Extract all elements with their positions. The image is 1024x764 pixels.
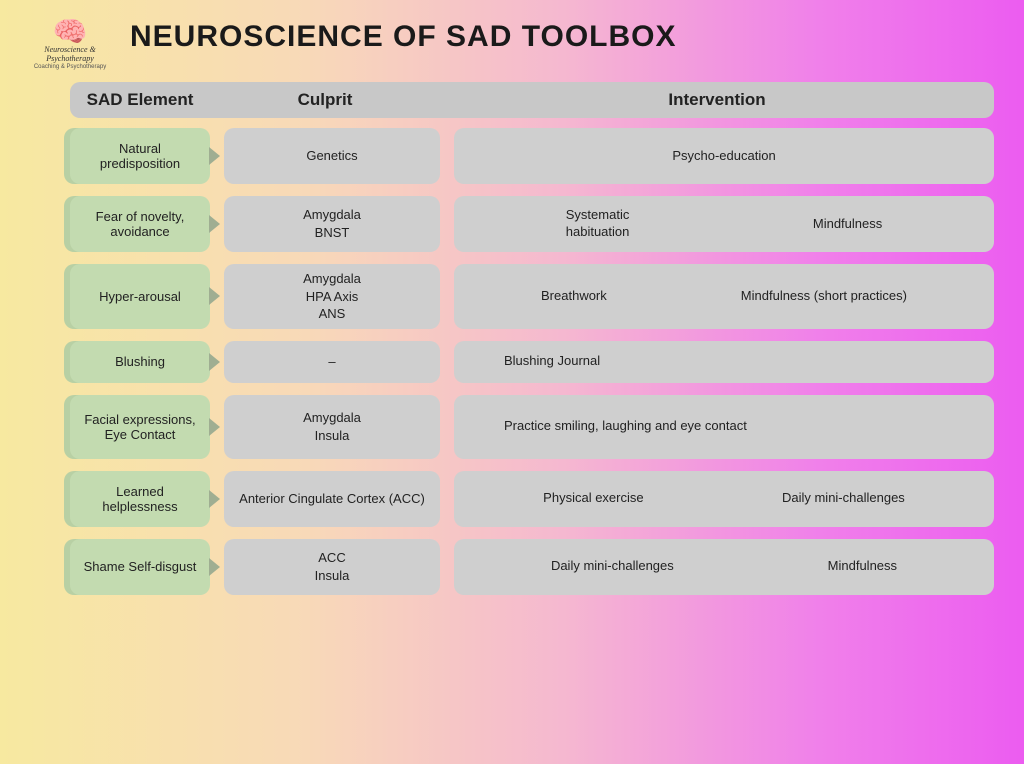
intervention-cell: Physical exercise Daily mini-challenges bbox=[454, 471, 994, 527]
intervention-item: Daily mini-challenges bbox=[551, 558, 674, 575]
element-cell: Shame Self-disgust bbox=[70, 539, 210, 595]
element-cell: Hyper-arousal bbox=[70, 264, 210, 329]
intervention-item: Psycho-education bbox=[672, 148, 775, 165]
header: 🧠 Neuroscience & Psychotherapy Coaching … bbox=[30, 18, 994, 70]
intervention-item: Breathwork bbox=[541, 288, 607, 305]
element-cell: Facial expressions, Eye Contact bbox=[70, 395, 210, 459]
element-cell: Blushing bbox=[70, 341, 210, 383]
intervention-item: Practice smiling, laughing and eye conta… bbox=[504, 418, 747, 435]
page-title: NEUROSCIENCE OF SAD TOOLBOX bbox=[130, 20, 677, 54]
intervention-item: Mindfulness bbox=[828, 558, 897, 575]
logo-tagline: Coaching & Psychotherapy bbox=[30, 64, 110, 70]
table-row: Blushing – Blushing Journal bbox=[70, 341, 994, 383]
culprit-cell: – bbox=[224, 341, 440, 383]
intervention-item: Daily mini-challenges bbox=[782, 490, 905, 507]
culprit-item: BNST bbox=[315, 224, 350, 242]
intervention-cell: Practice smiling, laughing and eye conta… bbox=[454, 395, 994, 459]
culprit-item: ACC bbox=[318, 549, 345, 567]
intervention-cell: Breathwork Mindfulness (short practices) bbox=[454, 264, 994, 329]
logo: 🧠 Neuroscience & Psychotherapy Coaching … bbox=[30, 18, 110, 70]
culprit-item: Insula bbox=[315, 567, 350, 585]
table-row: Natural predisposition Genetics Psycho-edu… bbox=[70, 128, 994, 184]
culprit-cell: AmygdalaHPA AxisANS bbox=[224, 264, 440, 329]
culprit-cell: ACCInsula bbox=[224, 539, 440, 595]
table-row: Learned helplessness Anterior Cingulate C… bbox=[70, 471, 994, 527]
culprit-item: Amygdala bbox=[303, 409, 361, 427]
culprit-item: HPA Axis bbox=[306, 288, 359, 306]
culprit-item: – bbox=[328, 353, 335, 371]
culprit-cell: Anterior Cingulate Cortex (ACC) bbox=[224, 471, 440, 527]
culprit-item: Genetics bbox=[306, 147, 357, 165]
intervention-cell: Psycho-education bbox=[454, 128, 994, 184]
element-cell: Learned helplessness bbox=[70, 471, 210, 527]
logo-name: Neuroscience & Psychotherapy bbox=[30, 46, 110, 64]
table-row: Hyper-arousalAmygdalaHPA AxisANSBreathwo… bbox=[70, 264, 994, 329]
culprit-item: ANS bbox=[319, 305, 346, 323]
culprit-item: Amygdala bbox=[303, 206, 361, 224]
intervention-cell: Daily mini-challenges Mindfulness bbox=[454, 539, 994, 595]
brain-icon: 🧠 bbox=[30, 18, 110, 46]
intervention-item: Physical exercise bbox=[543, 490, 643, 507]
table-row: Facial expressions, Eye ContactAmygdalaI… bbox=[70, 395, 994, 459]
table-row: Fear of novelty, avoidanceAmygdalaBNSTSy… bbox=[70, 196, 994, 252]
culprit-cell: AmygdalaInsula bbox=[224, 395, 440, 459]
element-cell: Fear of novelty, avoidance bbox=[70, 196, 210, 252]
culprit-cell: AmygdalaBNST bbox=[224, 196, 440, 252]
intervention-cell: Systematichabituation Mindfulness bbox=[454, 196, 994, 252]
table-body: Natural predisposition Genetics Psycho-edu… bbox=[70, 128, 994, 595]
col-intervention: Intervention bbox=[440, 90, 994, 110]
intervention-item: Systematichabituation bbox=[566, 207, 630, 241]
col-culprit: Culprit bbox=[210, 90, 440, 110]
table-header: SAD Element Culprit Intervention bbox=[70, 82, 994, 118]
table-row: Shame Self-disgustACCInsulaDaily mini-ch… bbox=[70, 539, 994, 595]
culprit-item: Amygdala bbox=[303, 270, 361, 288]
intervention-item: Blushing Journal bbox=[504, 353, 600, 370]
culprit-item: Anterior Cingulate Cortex (ACC) bbox=[239, 490, 425, 508]
col-element: SAD Element bbox=[70, 90, 210, 110]
intervention-item: Mindfulness bbox=[813, 216, 882, 233]
culprit-item: Insula bbox=[315, 427, 350, 445]
element-cell: Natural predisposition bbox=[70, 128, 210, 184]
culprit-cell: Genetics bbox=[224, 128, 440, 184]
intervention-cell: Blushing Journal bbox=[454, 341, 994, 383]
intervention-item: Mindfulness (short practices) bbox=[741, 288, 907, 305]
